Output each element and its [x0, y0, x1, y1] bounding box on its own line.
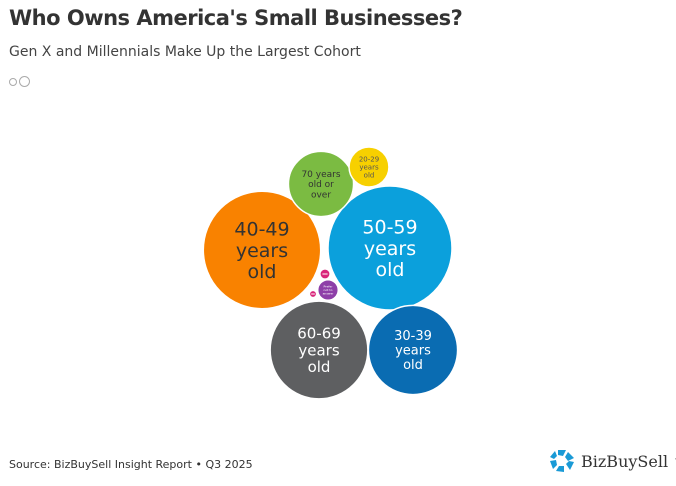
bubble-label: old — [364, 171, 375, 179]
bubble[interactable] — [308, 289, 318, 299]
size-legend — [9, 76, 30, 87]
bubble-label: answer — [323, 291, 335, 295]
bubble-circle[interactable] — [287, 150, 355, 218]
legend-large-circle — [19, 76, 30, 87]
bubble-label: 20-29 — [359, 156, 379, 164]
bubble-label: Prefer — [324, 285, 334, 289]
bubble-label: old or — [308, 180, 334, 190]
bubble-label: old — [376, 259, 405, 281]
source-note: Source: BizBuySell Insight Report • Q3 2… — [9, 458, 253, 471]
bubble-label: 50-59 — [362, 217, 417, 239]
bubble-label: old — [308, 358, 331, 376]
bubble-label: years — [395, 344, 431, 359]
bubble-label: old — [248, 261, 277, 283]
logo-trademark: ™ — [674, 457, 676, 465]
bubble-circle[interactable] — [316, 278, 340, 302]
logo-star-icon — [550, 450, 574, 472]
bubble-label: years — [298, 341, 339, 359]
bubble[interactable] — [319, 268, 331, 280]
bubble-mark — [322, 273, 328, 275]
bubble-label: not to — [324, 288, 333, 292]
bubble-circle[interactable] — [367, 304, 459, 396]
bubble-label: over — [311, 190, 331, 200]
bubble-label: years — [364, 238, 416, 260]
bubble-label: years — [359, 164, 379, 172]
logo-text: BizBuySell — [581, 451, 669, 471]
bubble-circle[interactable] — [327, 185, 453, 311]
bubble-label: 30-39 — [394, 329, 432, 344]
bubble-label: 60-69 — [297, 325, 341, 343]
chart-title: Who Owns America's Small Businesses? — [9, 6, 463, 30]
chart-subtitle: Gen X and Millennials Make Up the Larges… — [9, 44, 361, 60]
bizbuysell-logo: BizBuySell ™ — [549, 449, 676, 473]
bubble-label: old — [403, 358, 423, 373]
bubble-circle[interactable] — [348, 146, 390, 188]
bubble-mark — [311, 293, 315, 295]
bubble-label: years — [236, 240, 288, 262]
bubble-label: 40-49 — [234, 219, 289, 241]
legend-small-circle — [9, 77, 17, 86]
bubble-circle[interactable] — [202, 190, 322, 310]
bubble-label: 70 years — [301, 170, 340, 180]
